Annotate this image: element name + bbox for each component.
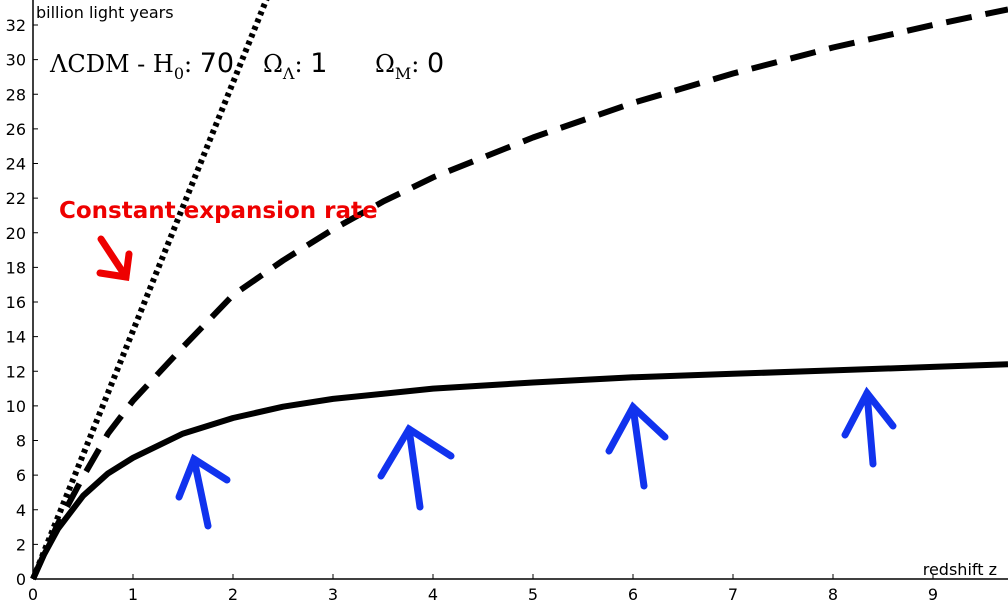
blue-arrow-4: [841, 386, 897, 468]
series-solid-line: [30, 361, 1008, 581]
x-tick-label: 1: [128, 585, 138, 604]
title-omega-lambda-subscript: Λ: [282, 64, 295, 83]
x-tick-label: 6: [628, 585, 638, 604]
svg-text:ΩΛ: 1: ΩΛ: 1: [263, 48, 327, 83]
title-omega-m: Ω: [375, 50, 395, 78]
y-tick-label: 32: [6, 16, 26, 35]
x-tick-label: 4: [428, 585, 438, 604]
y-tick-label: 20: [6, 224, 26, 243]
x-tick-label: 5: [528, 585, 538, 604]
y-tick-label: 24: [6, 155, 26, 174]
y-tick-label: 10: [6, 397, 26, 416]
y-tick-label: 14: [6, 328, 26, 347]
y-tick-label: 4: [16, 501, 26, 520]
y-tick-label: 8: [16, 432, 26, 451]
y-tick-label: 22: [6, 189, 26, 208]
title-omega-lambda: Ω: [263, 50, 283, 78]
title-omega-lambda-separator: :: [294, 50, 310, 78]
x-axis-label: redshift z: [923, 560, 997, 579]
svg-text:ΛCDM - H0: 70: ΛCDM - H0: 70: [49, 48, 234, 83]
blue-arrow-1: [175, 453, 231, 530]
y-tick-label: 26: [6, 120, 26, 139]
y-axis-label: billion light years: [36, 3, 174, 22]
blue-arrows: [175, 386, 897, 530]
title-omega-lambda-value: 1: [310, 48, 327, 79]
title-omega-m-separator: :: [411, 50, 427, 78]
series-group: [30, 0, 1008, 581]
y-tick-label: 2: [16, 535, 26, 554]
title-omega-m-value: 0: [427, 48, 444, 79]
y-tick-label: 30: [6, 51, 26, 70]
axes: [32, 0, 1008, 580]
svg-text:ΩM: 0: ΩM: 0: [375, 48, 444, 83]
y-tick-label: 0: [16, 570, 26, 589]
y-tick-label: 6: [16, 466, 26, 485]
x-tick-label: 0: [28, 585, 38, 604]
x-tick-label: 2: [228, 585, 238, 604]
x-tick-label: 3: [328, 585, 338, 604]
title-h0-subscript: 0: [174, 64, 184, 83]
blue-arrow-2: [377, 424, 455, 511]
red-arrow-head: [96, 250, 133, 282]
title-h0-separator: :: [184, 50, 200, 78]
blue-arrow-3: [605, 401, 669, 490]
chart-title: ΛCDM - H0: 70 ΩΛ: 1 ΩM: 0: [49, 48, 444, 83]
constant-expansion-label: Constant expansion rate: [59, 198, 378, 224]
x-tick-label: 9: [928, 585, 938, 604]
x-tick-label: 7: [728, 585, 738, 604]
y-tick-label: 18: [6, 258, 26, 277]
y-tick-label: 12: [6, 362, 26, 381]
title-omega-m-subscript: M: [395, 64, 411, 83]
y-tick-label: 28: [6, 85, 26, 104]
red-arrow: [96, 235, 133, 282]
y-tick-label: 16: [6, 293, 26, 312]
x-tick-label: 8: [828, 585, 838, 604]
series-dashed-line: [30, 6, 1008, 581]
title-model: ΛCDM - H: [49, 50, 174, 78]
title-h0-value: 70: [200, 48, 234, 79]
series-dotted-line: [30, 0, 270, 581]
red-arrow-shaft: [97, 235, 130, 281]
